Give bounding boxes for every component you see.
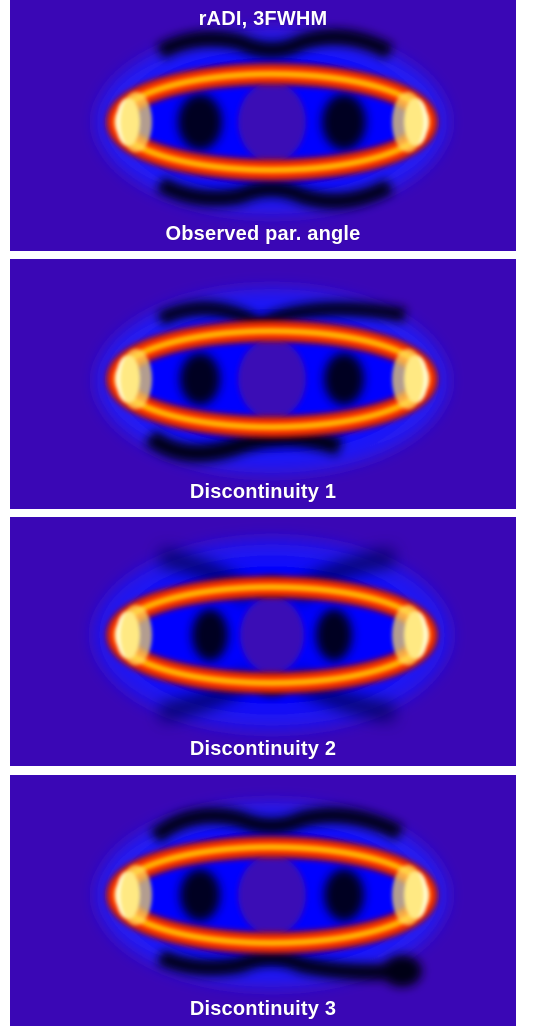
panel-label: Discontinuity 2 xyxy=(189,738,337,760)
disk-image-discontinuity-3 xyxy=(97,803,447,987)
figure-title: rADI, 3FWHM xyxy=(198,8,328,30)
panel-label: Observed par. angle xyxy=(165,223,361,245)
disk-image-discontinuity-2 xyxy=(94,539,450,731)
panel-label: Discontinuity 1 xyxy=(189,481,337,503)
disk-image-discontinuity-1 xyxy=(97,289,447,473)
disk-image-observed xyxy=(97,28,447,214)
panel-label: Discontinuity 3 xyxy=(189,998,337,1020)
panel-observed: rADI, 3FWHM Observed par. angle xyxy=(10,0,516,251)
panel-discontinuity-2: Discontinuity 2 xyxy=(10,517,516,766)
panel-discontinuity-1: Discontinuity 1 xyxy=(10,259,516,509)
panel-discontinuity-3: Discontinuity 3 xyxy=(10,775,516,1026)
